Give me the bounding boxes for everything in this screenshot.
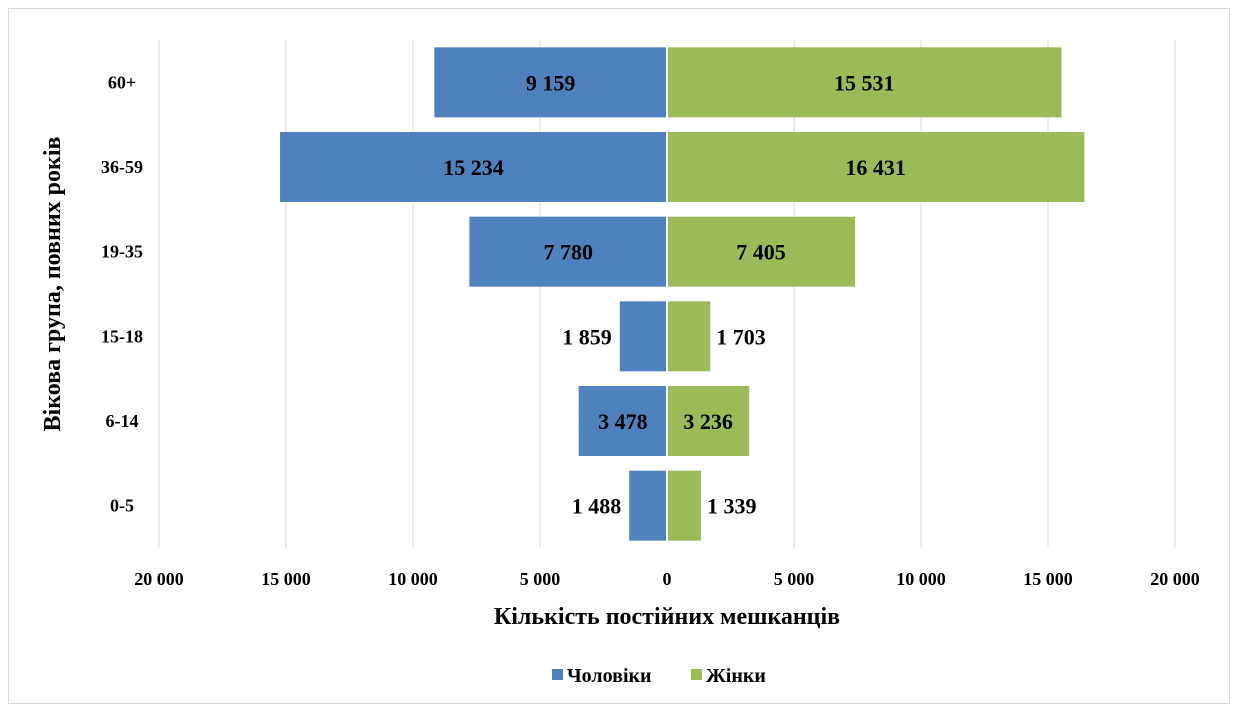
data-label-female: 7 405: [736, 240, 786, 265]
data-label-male: 1 488: [572, 494, 622, 519]
data-label-female: 15 531: [834, 70, 895, 95]
data-label-male: 15 234: [443, 155, 504, 180]
x-axis-title: Кількість постійних мешканців: [494, 604, 840, 630]
bar-male: [280, 132, 667, 202]
data-label-female: 1 339: [707, 494, 757, 519]
bar-female: [667, 216, 856, 287]
bar-male: [469, 216, 667, 287]
bar-male: [619, 301, 667, 372]
x-tick-label: 20 000: [1150, 569, 1200, 589]
data-label-male: 7 780: [543, 240, 593, 265]
y-tick-label: 60+: [108, 72, 136, 92]
y-tick-label: 19-35: [101, 242, 143, 262]
x-tick-label: 5 000: [520, 569, 561, 589]
bar-male: [629, 470, 667, 541]
bar-female: [667, 47, 1062, 118]
x-tick-label: 5 000: [774, 569, 815, 589]
bar-female: [667, 132, 1085, 202]
data-label-female: 3 236: [683, 409, 733, 434]
bar-female: [667, 386, 750, 456]
data-label-female: 16 431: [845, 155, 906, 180]
bar-male: [434, 47, 667, 118]
chart-frame: [8, 8, 1230, 704]
bar-female: [667, 470, 702, 541]
x-tick-label: 15 000: [1023, 569, 1073, 589]
y-tick-label: 6-14: [106, 411, 139, 431]
x-tick-label: 20 000: [134, 569, 184, 589]
legend-label-female: Жінки: [706, 665, 766, 687]
x-tick-label: 10 000: [896, 569, 946, 589]
bar-male: [578, 386, 667, 456]
data-labels: 1 488 1 339 3 478 3 236 1 859 1 703 7 780 7 405…: [443, 70, 906, 518]
y-tick-label: 36-59: [101, 157, 143, 177]
axis-ticks: 20 000 15 000 10 000 5 000 0 5 000 10 000 15 00…: [101, 72, 1200, 589]
y-axis-title: Вікова група, повних років: [40, 136, 66, 431]
data-label-male: 9 159: [526, 70, 576, 95]
gridlines: [158, 40, 1176, 548]
x-tick-label: 0: [663, 569, 672, 589]
legend-swatch-male: [552, 669, 563, 680]
data-label-male: 1 859: [562, 324, 612, 349]
legend: Чоловіки Жінки: [552, 665, 766, 687]
legend-label-male: Чоловіки: [567, 665, 652, 687]
x-tick-label: 10 000: [388, 569, 438, 589]
bars: [280, 40, 1085, 548]
data-label-female: 1 703: [716, 324, 766, 349]
y-tick-label: 15-18: [101, 326, 143, 346]
bar-female: [667, 301, 711, 372]
data-label-male: 3 478: [598, 409, 648, 434]
y-tick-label: 0-5: [110, 496, 134, 516]
legend-swatch-female: [691, 669, 702, 680]
x-tick-label: 15 000: [261, 569, 311, 589]
